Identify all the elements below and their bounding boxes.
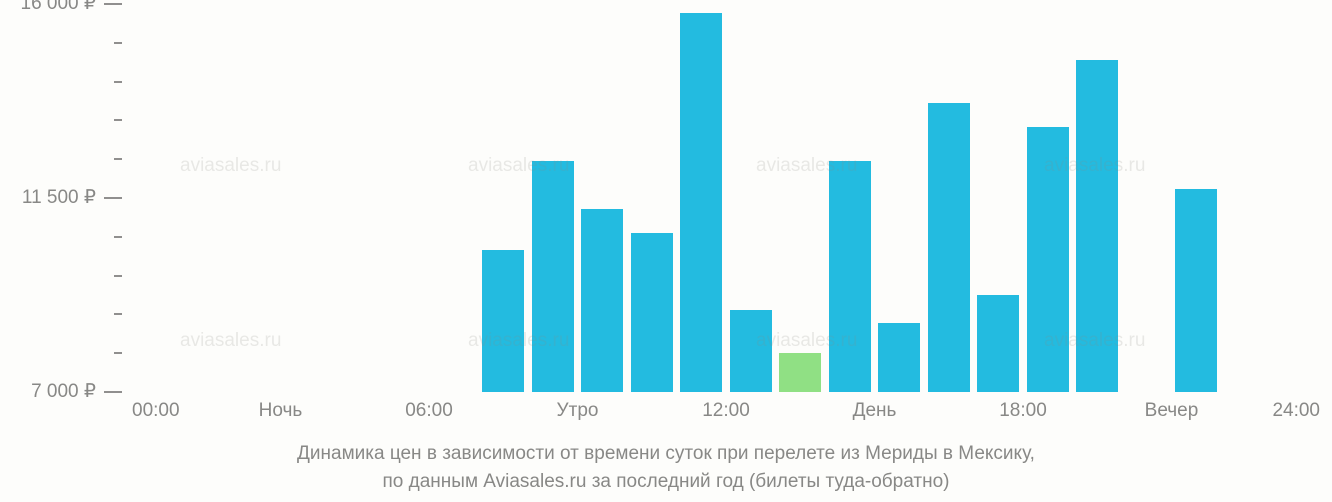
x-segment-label: Вечер	[1145, 400, 1199, 422]
y-major-tick	[104, 391, 122, 393]
y-major-tick	[104, 197, 122, 199]
x-segment-label: Ночь	[259, 400, 303, 422]
bar-hour-9	[581, 209, 623, 392]
bar-hour-18	[1027, 127, 1069, 392]
bar-hour-19	[1076, 60, 1118, 392]
y-axis-label: 11 500 ₽	[0, 186, 96, 209]
y-axis-label: 7 000 ₽	[0, 380, 96, 403]
x-hour-label: 24:00	[1272, 400, 1320, 422]
chart-caption: Динамика цен в зависимости от времени су…	[0, 440, 1332, 495]
bar-hour-15	[878, 323, 920, 392]
caption-line-1: Динамика цен в зависимости от времени су…	[0, 440, 1332, 468]
bar-hour-11	[680, 13, 722, 392]
x-hour-label: 06:00	[405, 400, 453, 422]
y-minor-tick	[114, 119, 122, 121]
x-segment-label: День	[853, 400, 897, 422]
price-by-hour-chart: 7 000 ₽ 11 500 ₽ 16 000 ₽ 00:00 06:00 12:00 1…	[0, 0, 1332, 502]
y-axis-label: 16 000 ₽	[0, 0, 96, 15]
x-hour-label: 00:00	[132, 400, 180, 422]
plot-area	[132, 4, 1320, 392]
y-major-tick	[104, 3, 122, 5]
x-hour-label: 12:00	[702, 400, 750, 422]
y-minor-tick	[114, 81, 122, 83]
bar-hour-16	[928, 103, 970, 392]
y-minor-tick	[114, 352, 122, 354]
x-hour-label: 18:00	[999, 400, 1047, 422]
y-minor-tick	[114, 313, 122, 315]
y-minor-tick	[114, 42, 122, 44]
x-segment-label: Утро	[557, 400, 599, 422]
bar-hour-13	[779, 353, 821, 392]
bar-hour-10	[631, 233, 673, 393]
caption-line-2: по данным Aviasales.ru за последний год …	[0, 468, 1332, 496]
y-minor-tick	[114, 275, 122, 277]
bar-hour-12	[730, 310, 772, 392]
y-minor-tick	[114, 236, 122, 238]
bar-hour-8	[532, 161, 574, 392]
bar-hour-7	[482, 250, 524, 392]
bar-hour-17	[977, 295, 1019, 392]
bar-hour-14	[829, 161, 871, 392]
bar-hour-21	[1175, 189, 1217, 392]
y-minor-tick	[114, 158, 122, 160]
